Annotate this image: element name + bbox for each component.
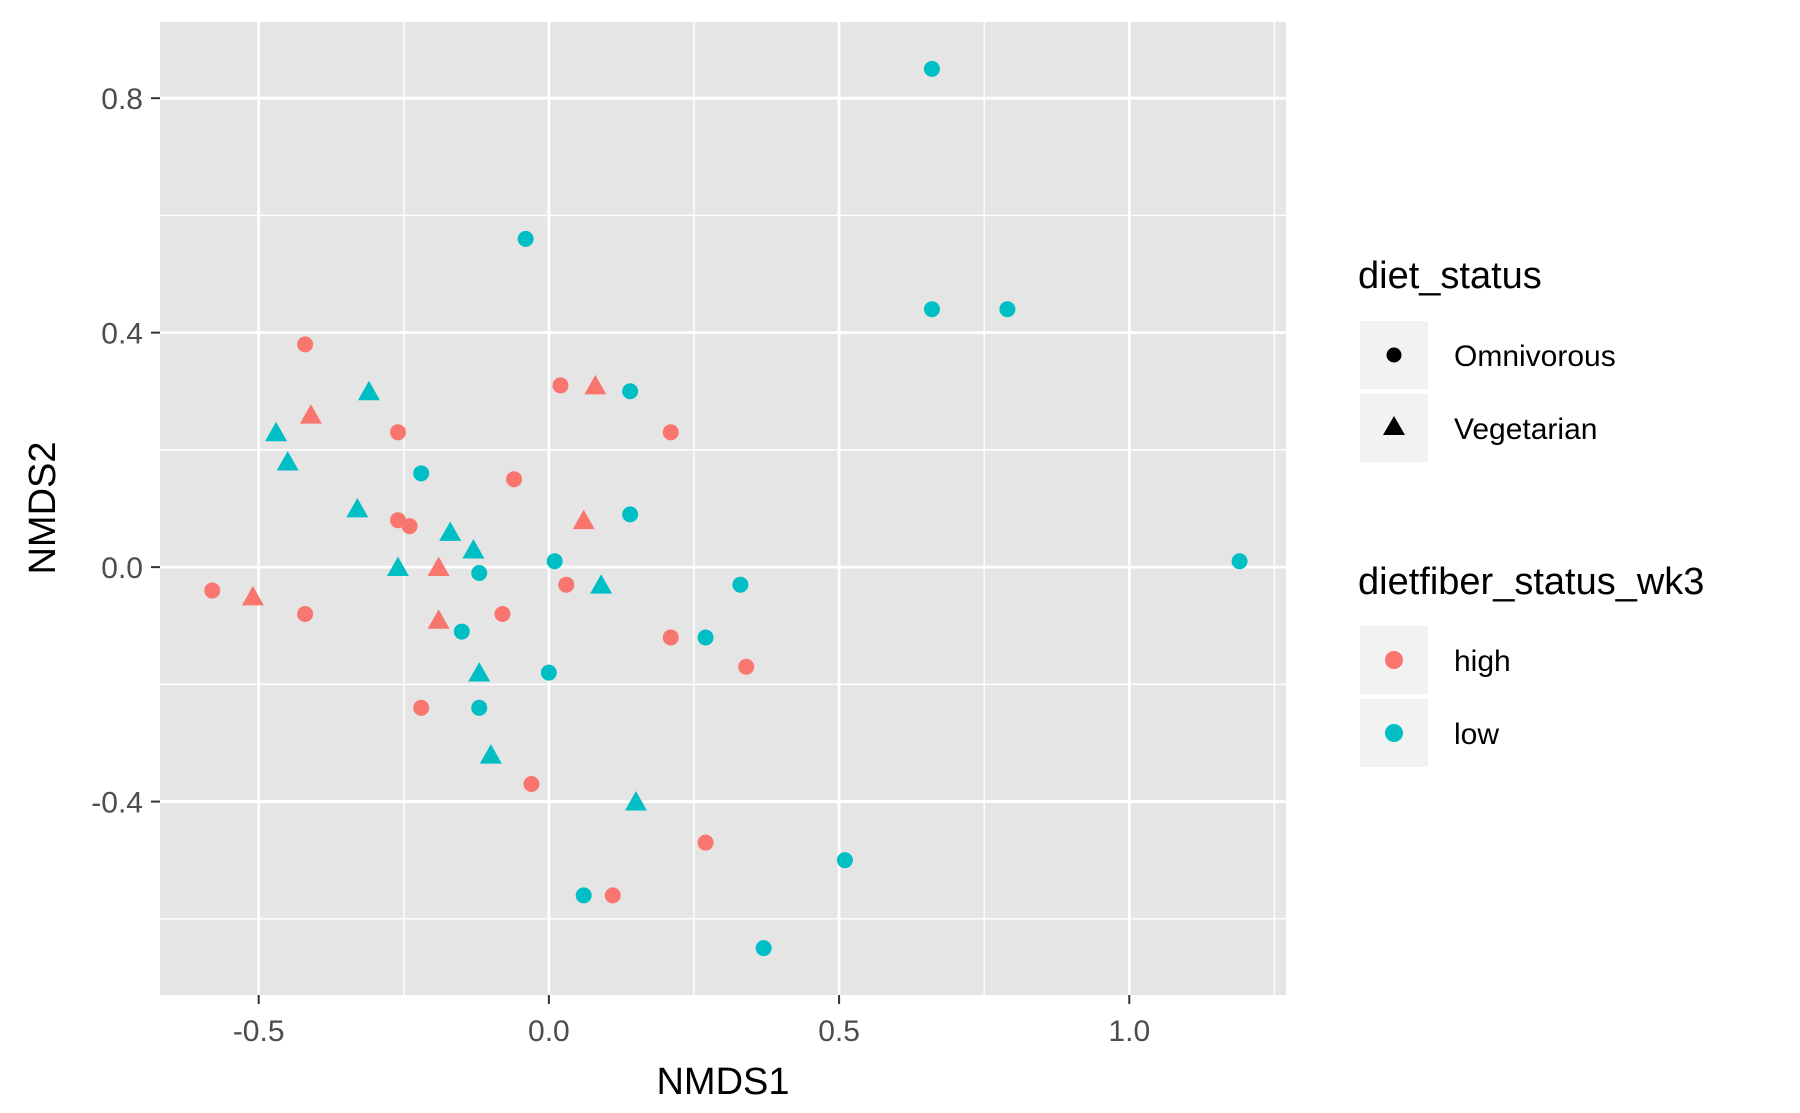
data-point-circle: [923, 60, 940, 77]
data-point-triangle: [427, 609, 450, 629]
data-point-circle: [558, 576, 575, 593]
data-point-circle: [923, 301, 940, 318]
data-point-circle: [732, 576, 749, 593]
data-point-circle: [204, 582, 221, 599]
data-point-circle: [401, 518, 418, 535]
data-point-circle: [697, 629, 714, 646]
data-point-circle: [517, 230, 534, 247]
data-point-circle: [836, 852, 853, 869]
data-point-circle: [1231, 553, 1248, 570]
x-axis-title: NMDS1: [656, 1061, 789, 1103]
data-point-circle: [297, 336, 314, 353]
legend-dietfiber-status: dietfiber_status_wk3 high low: [1358, 561, 1704, 767]
data-point-triangle: [468, 662, 491, 682]
data-point-triangle: [479, 744, 502, 764]
data-point-circle: [494, 606, 511, 623]
legend-diet-status: diet_status Omnivorous Vegetarian: [1358, 255, 1616, 462]
data-point-triangle: [590, 574, 613, 594]
x-tick-label: -0.5: [233, 1015, 285, 1048]
data-point-circle: [622, 383, 639, 400]
data-point-triangle: [346, 498, 369, 518]
legend-key-low: [1385, 724, 1403, 742]
major-gridlines: [160, 22, 1286, 995]
legend-key-high: [1385, 651, 1403, 669]
legend-title-diet-status: diet_status: [1358, 255, 1542, 297]
data-point-circle: [389, 424, 406, 441]
x-tick-label: 0.0: [528, 1015, 570, 1048]
x-tick-labels: -0.5 0.0 0.5 1.0: [233, 1015, 1150, 1048]
data-point-circle: [506, 471, 523, 488]
y-axis-title: NMDS2: [22, 441, 64, 574]
data-point-circle: [523, 775, 540, 792]
data-point-triangle: [572, 509, 595, 530]
data-point-circle: [413, 699, 430, 716]
data-point-circle: [552, 377, 569, 394]
data-point-circle: [755, 940, 772, 957]
y-tick-label: 0.8: [101, 83, 143, 116]
legend-label-omnivorous: Omnivorous: [1454, 340, 1616, 373]
legend-title-dietfiber-status: dietfiber_status_wk3: [1358, 561, 1704, 603]
data-point-triangle: [386, 556, 409, 577]
data-point-circle: [471, 564, 488, 581]
data-point-triangle: [427, 556, 450, 577]
y-tick-label: 0.4: [101, 318, 143, 351]
data-point-triangle: [462, 539, 485, 559]
legend-key-triangle: [1383, 416, 1405, 435]
x-tick-label: 1.0: [1108, 1015, 1150, 1048]
data-point-triangle: [584, 374, 607, 395]
data-point-circle: [297, 606, 314, 623]
data-point-circle: [622, 506, 639, 523]
data-points: [204, 60, 1248, 957]
data-point-circle: [453, 623, 470, 640]
data-point-circle: [540, 664, 557, 681]
data-point-triangle: [276, 451, 299, 471]
data-point-triangle: [299, 404, 322, 424]
data-point-triangle: [357, 380, 380, 401]
legend-label-low: low: [1454, 718, 1499, 751]
minor-gridlines: [160, 22, 1286, 995]
x-tick-label: 0.5: [818, 1015, 860, 1048]
legend-label-high: high: [1454, 645, 1511, 678]
data-point-triangle: [624, 791, 647, 811]
data-point-circle: [738, 658, 755, 675]
legend-label-vegetarian: Vegetarian: [1454, 413, 1597, 446]
data-point-circle: [604, 887, 621, 904]
y-tick-labels: -0.4 0.0 0.4 0.8: [91, 83, 143, 819]
plot-panel: [160, 22, 1286, 995]
data-point-triangle: [241, 585, 264, 606]
data-point-circle: [662, 424, 679, 441]
data-point-circle: [413, 465, 430, 482]
data-point-circle: [662, 629, 679, 646]
data-point-circle: [546, 553, 563, 570]
y-tick-label: -0.4: [91, 787, 143, 820]
data-point-circle: [471, 699, 488, 716]
data-point-triangle: [265, 421, 288, 442]
data-point-triangle: [439, 521, 462, 541]
axis-ticks: [151, 97, 1131, 1004]
data-point-circle: [999, 301, 1016, 318]
legend-key-circle: [1386, 347, 1402, 363]
y-tick-label: 0.0: [101, 552, 143, 585]
data-point-circle: [575, 887, 592, 904]
data-point-circle: [697, 834, 714, 851]
